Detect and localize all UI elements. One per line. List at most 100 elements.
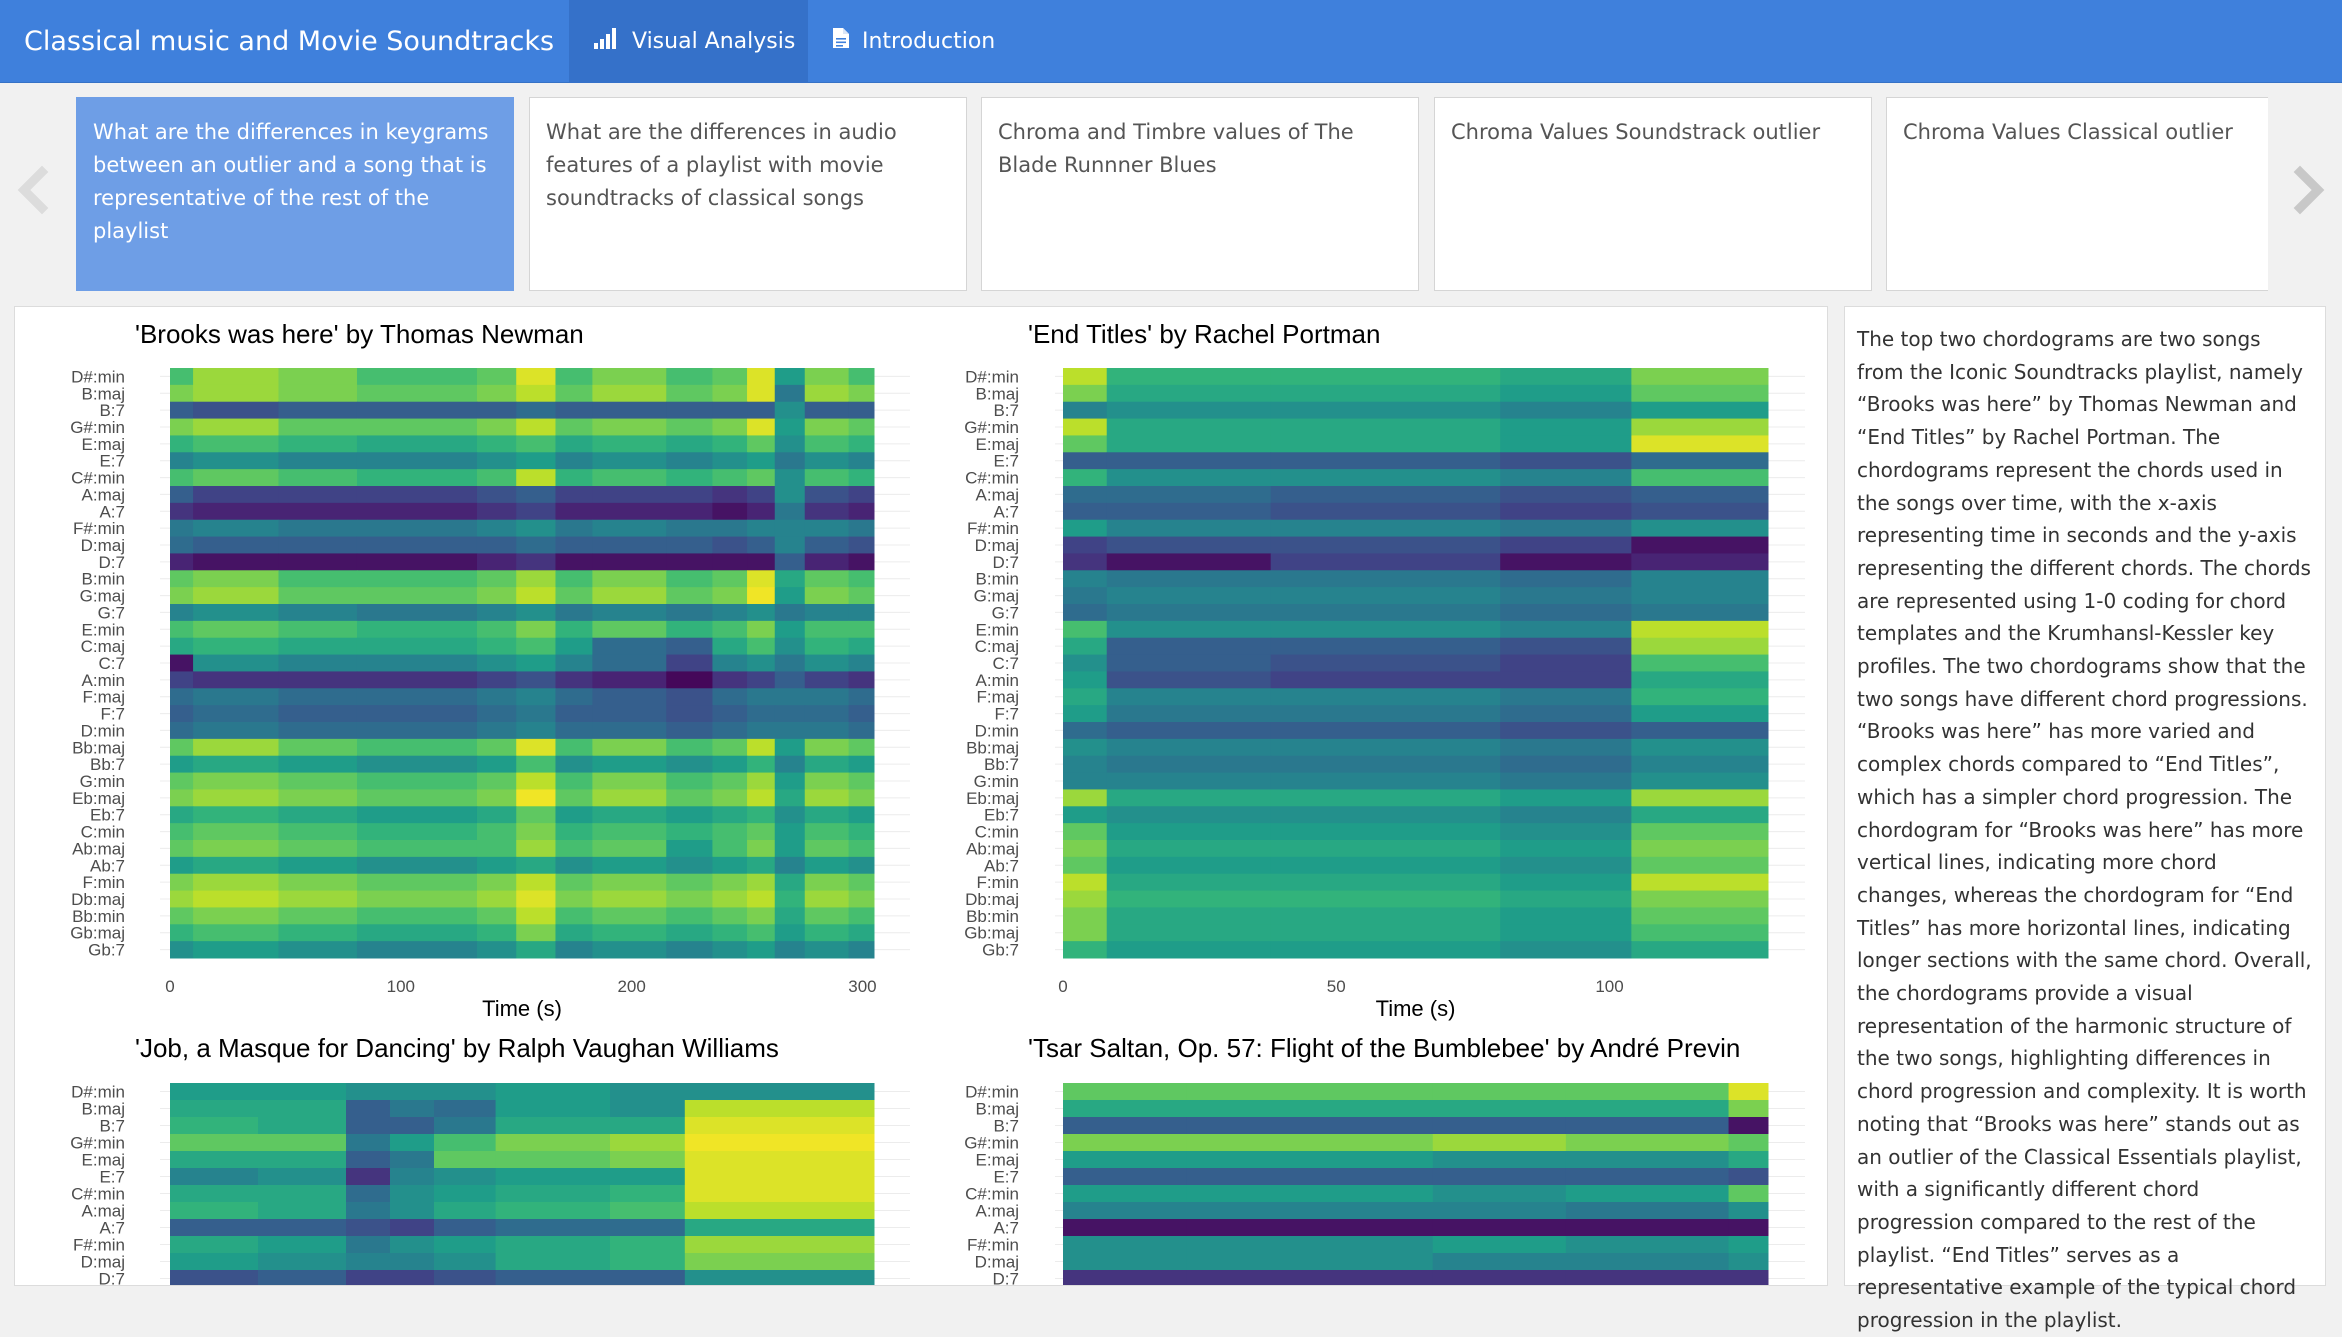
heatmap-cell xyxy=(774,688,806,706)
tab-visual-analysis-label: Visual Analysis xyxy=(632,29,796,54)
heatmap-cell xyxy=(1631,688,1769,706)
app-title[interactable]: Classical music and Movie Soundtracks xyxy=(24,26,555,57)
heatmap-cell xyxy=(476,553,517,571)
tab-introduction[interactable]: Introduction xyxy=(808,0,1008,83)
heatmap-cell xyxy=(434,1270,497,1285)
heatmap-cell xyxy=(666,924,713,942)
heatmap-cell xyxy=(1631,587,1769,605)
heatmap-cell xyxy=(1063,637,1108,656)
heatmap-cell xyxy=(193,368,279,386)
heatmap-cell xyxy=(804,536,850,554)
heatmap-cell xyxy=(170,553,194,571)
y-tick-label: C:maj xyxy=(81,637,125,656)
heatmap-cell xyxy=(555,435,593,453)
y-tick-label: D:maj xyxy=(81,536,125,555)
chordogram-4: 'Tsar Saltan, Op. 57: Flight of the Bumb… xyxy=(964,1033,1805,1285)
heatmap-cell xyxy=(346,1253,391,1271)
y-tick-label: Ab:maj xyxy=(966,839,1019,858)
heatmap-cell xyxy=(193,738,279,757)
y-tick-label: F#:min xyxy=(73,1236,125,1255)
chordogram-figure: 'Brooks was here' by Thomas Newman D#:min… xyxy=(70,319,1805,1285)
y-tick-label: A:maj xyxy=(976,1202,1019,1221)
heatmap-cell xyxy=(516,637,556,656)
heatmap-cell xyxy=(1500,840,1632,858)
heatmap-cell xyxy=(666,806,713,824)
heatmap-cell xyxy=(476,519,517,538)
story-card-classical-outlier[interactable]: Chroma Values Classical outlier xyxy=(1886,97,2268,291)
heatmap-cell xyxy=(476,941,517,959)
heatmap-cell xyxy=(747,789,776,807)
heatmap-cell xyxy=(1500,435,1632,453)
storyboard-next-button[interactable] xyxy=(2288,150,2332,230)
heatmap-cell xyxy=(278,536,358,554)
heatmap-cell xyxy=(170,806,194,824)
heatmap-cell xyxy=(804,738,850,757)
story-card-keygrams[interactable]: What are the differences in keygrams bet… xyxy=(76,97,514,291)
heatmap-cell xyxy=(666,772,713,790)
heatmap-cell xyxy=(1500,570,1632,588)
story-card-blade-runner[interactable]: Chroma and Timbre values of The Blade Ru… xyxy=(981,97,1419,291)
heatmap-cell xyxy=(1631,637,1769,656)
heatmap-cell xyxy=(258,1151,347,1169)
heatmap-cell xyxy=(1631,384,1769,403)
heatmap-cell xyxy=(848,384,875,403)
y-tick-label: E:maj xyxy=(976,435,1019,454)
y-tick-label: A:maj xyxy=(82,485,125,504)
heatmap-cell xyxy=(804,772,850,790)
heatmap-cell xyxy=(278,924,358,942)
heatmap-cell xyxy=(1631,519,1769,538)
heatmap-cell xyxy=(1186,1134,1434,1152)
heatmap-cell xyxy=(1106,418,1272,436)
heatmap-cell xyxy=(555,890,593,908)
heatmap-cell xyxy=(193,772,279,790)
storyboard-prev-button[interactable] xyxy=(10,150,54,230)
heatmap-cell xyxy=(747,435,776,453)
heatmap-cell xyxy=(1500,502,1632,521)
heatmap-cell xyxy=(804,637,850,656)
heatmap-cell xyxy=(170,1270,259,1285)
story-card-soundtrack-outlier[interactable]: Chroma Values Soundstrack outlier xyxy=(1434,97,1872,291)
heatmap-cell xyxy=(555,502,593,521)
heatmap-cell xyxy=(1106,907,1272,925)
heatmap-cell xyxy=(434,1236,497,1254)
heatmap-cell xyxy=(193,654,279,672)
y-tick-label: E:maj xyxy=(976,1151,1019,1170)
heatmap-cell xyxy=(193,469,279,487)
tab-visual-analysis[interactable]: Visual Analysis xyxy=(569,0,808,83)
heatmap-cell xyxy=(747,368,776,386)
y-tick-label: D#:min xyxy=(965,1083,1019,1102)
heatmap-cell xyxy=(1631,806,1769,824)
heatmap-cell xyxy=(170,856,194,875)
heatmap-cell xyxy=(193,856,279,875)
heatmap-cell xyxy=(476,924,517,942)
y-tick-label: E:min xyxy=(82,620,125,639)
story-card-audio-features[interactable]: What are the differences in audio featur… xyxy=(529,97,967,291)
heatmap-cell xyxy=(356,924,478,942)
heatmap-cell xyxy=(1106,823,1272,841)
heatmap-cell xyxy=(516,536,556,554)
heatmap-cell xyxy=(434,1100,497,1118)
heatmap-cell xyxy=(1270,823,1501,841)
y-tick-label: Gb:7 xyxy=(88,941,125,960)
x-tick-label: 0 xyxy=(1058,977,1067,996)
heatmap-cell xyxy=(516,418,556,436)
description-panel: The top two chordograms are two songs fr… xyxy=(1844,306,2326,1332)
heatmap-cell xyxy=(495,1151,611,1169)
heatmap-cell xyxy=(804,722,850,740)
heatmap-cell xyxy=(666,469,713,487)
heatmap-cell xyxy=(1106,486,1272,504)
heatmap-cell xyxy=(1270,604,1501,622)
heatmap-cell xyxy=(516,789,556,807)
heatmap-cell xyxy=(774,418,806,436)
heatmap-cell xyxy=(774,368,806,386)
heatmap-cell xyxy=(592,452,667,470)
heatmap-cell xyxy=(1063,1185,1187,1203)
heatmap-cell xyxy=(258,1236,347,1254)
heatmap-cell xyxy=(346,1134,391,1152)
heatmap-cell xyxy=(1500,452,1632,470)
heatmap-cell xyxy=(610,1100,686,1118)
heatmap-cell xyxy=(1500,755,1632,774)
heatmap-cell xyxy=(848,856,875,875)
heatmap-cell xyxy=(1270,907,1501,925)
y-tick-label: Eb:7 xyxy=(90,806,125,825)
